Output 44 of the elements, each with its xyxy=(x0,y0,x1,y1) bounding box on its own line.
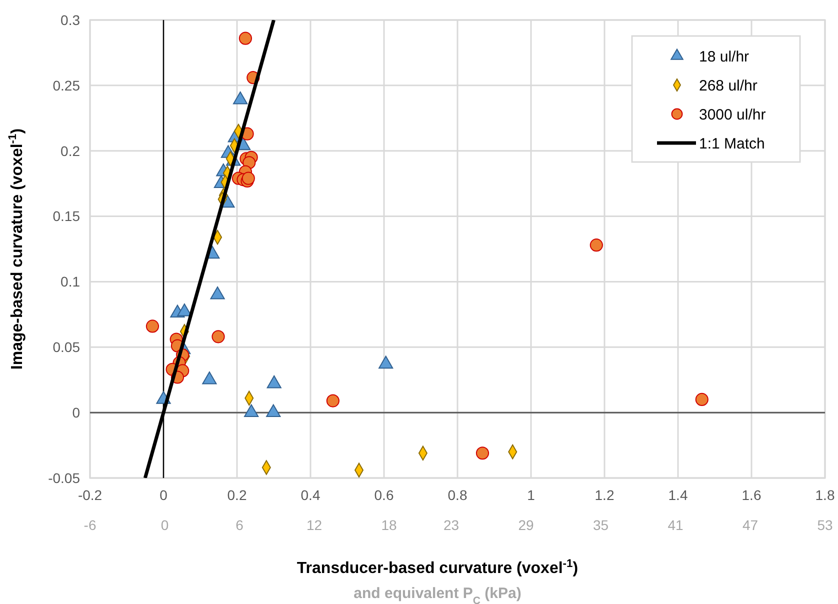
x2-tick-label: 29 xyxy=(518,517,534,533)
x2-tick-label: 6 xyxy=(236,517,244,533)
x-tick-label: 1 xyxy=(527,487,536,503)
point xyxy=(326,394,340,408)
point xyxy=(695,392,708,406)
x-tick-label: 1.4 xyxy=(668,487,688,503)
legend-label: 18 ul/hr xyxy=(699,48,750,66)
y-tick-label: 0.2 xyxy=(60,142,80,159)
point xyxy=(146,320,160,333)
y-tick-label: 0.05 xyxy=(52,339,80,356)
point xyxy=(212,330,225,344)
x2-tick-label: 23 xyxy=(443,517,460,533)
x-tick-label: 1.8 xyxy=(815,487,835,503)
y-tick-label: 0.25 xyxy=(52,77,80,94)
x-tick-label: 0.8 xyxy=(448,487,468,503)
legend-label: 3000 ul/hr xyxy=(699,106,766,124)
y-tick-label: 0.15 xyxy=(52,208,80,224)
x2-tick-label: 41 xyxy=(668,517,684,533)
x-tick-label: 0 xyxy=(160,487,168,503)
x2-tick-label: 12 xyxy=(306,517,322,533)
y-tick-label: 0.3 xyxy=(60,12,80,28)
x-tick-label: 0.2 xyxy=(227,487,247,503)
x-tick-label: -0.2 xyxy=(78,487,102,503)
x-axis-title: Transducer-based curvature (voxel$^{-1}$) xyxy=(296,558,578,577)
x2-tick-label: 0 xyxy=(160,517,169,533)
y-tick-label: 0.1 xyxy=(60,274,80,290)
x2-tick-label: -6 xyxy=(84,517,96,533)
x-tick-label: 0.4 xyxy=(300,487,320,503)
x-tick-label: 1.6 xyxy=(742,487,762,503)
x2-tick-label: 53 xyxy=(817,517,833,533)
point xyxy=(476,446,490,460)
x2-tick-label: 18 xyxy=(381,517,397,533)
x-tick-label: 1.2 xyxy=(594,487,614,503)
y-tick-label: -0.05 xyxy=(48,470,80,486)
x2-tick-label: 35 xyxy=(592,517,609,533)
x2-tick-label: 47 xyxy=(742,517,758,533)
point xyxy=(590,238,603,252)
x-tick-label: 0.6 xyxy=(374,487,394,503)
x2-axis-title: and equivalent P$_{C}$ (kPa) xyxy=(354,585,522,604)
point xyxy=(238,32,252,45)
legend-label: 268 ul/hr xyxy=(699,77,758,94)
legend-label: 1:1 Match xyxy=(699,135,765,152)
point xyxy=(242,172,255,185)
y-tick-label: 0 xyxy=(72,404,80,420)
